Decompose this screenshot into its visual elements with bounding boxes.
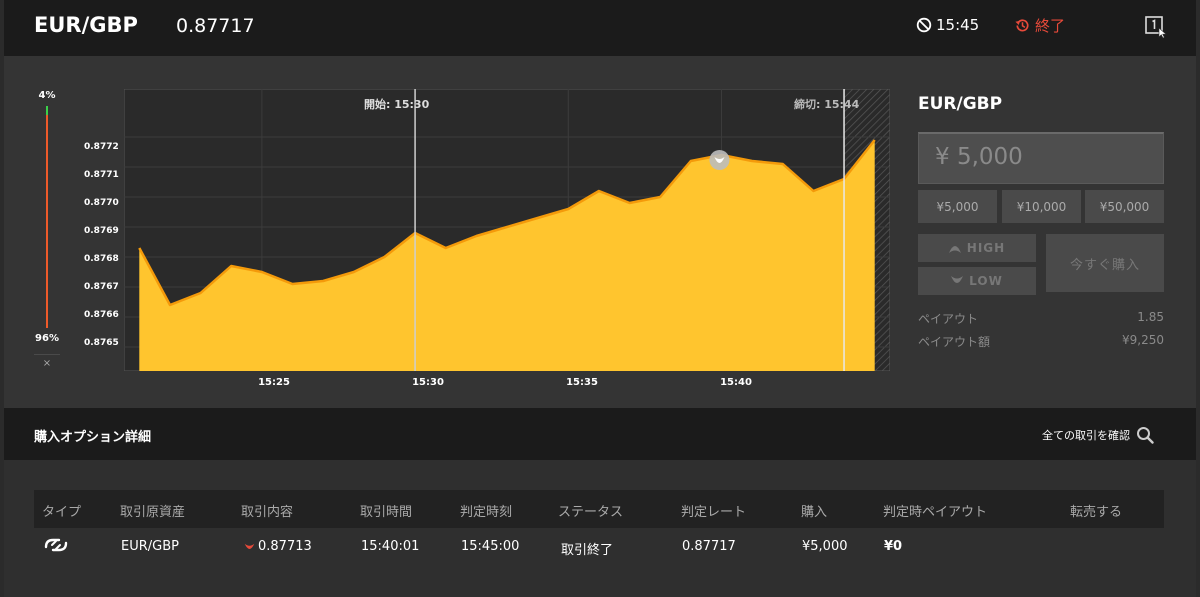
column-header: 判定レート [681,505,747,520]
low-label: LOW [969,274,1003,288]
gauge-low-bar [46,115,48,328]
payout-row: ペイアウト 1.85 [918,310,1164,327]
y-tick-label: 0.8769 [84,226,119,236]
down-arrow-icon [951,276,964,283]
column-header: 転売する [1070,505,1123,520]
preset-5000-button[interactable]: ¥5,000 [918,190,997,223]
row-trade-time: 15:40:01 [361,539,420,554]
price-area [139,140,875,371]
x-tick-label: 15:40 [720,377,752,388]
x-tick-label: 15:35 [566,377,598,388]
column-header: 取引内容 [241,505,294,520]
y-tick-label: 0.8770 [84,198,119,208]
row-judge-rate: 0.87717 [682,539,736,554]
payout-amount-value: ¥9,250 [1122,333,1164,347]
price-chart[interactable] [124,89,890,371]
ended-label: 終了 [1035,17,1066,35]
payout-label: ペイアウト [918,312,979,326]
low-button[interactable]: LOW [918,267,1036,295]
column-header: 取引時間 [360,505,413,520]
start-time-label: 開始: 15:30 [364,98,430,111]
row-status: 取引終了 [561,543,614,558]
column-header: 判定時刻 [460,505,513,520]
gauge-low-percent: 96% [35,333,59,344]
column-header: 取引原資産 [120,505,186,520]
chart-panel: 4% 96% × 0.8772 0.8771 0.8770 0.8769 0.8… [4,56,1196,408]
column-header: 判定時ペイアウト [883,505,988,520]
details-title: 購入オプション詳細 [34,430,152,445]
y-tick-label: 0.8771 [84,170,119,180]
high-label: HIGH [966,241,1006,255]
current-rate: 0.87717 [176,15,255,37]
trade-table: タイプ 取引原資産 取引内容 取引時間 判定時刻 ステータス 判定レート 購入 … [4,460,1196,597]
buy-now-button[interactable]: 今すぐ購入 [1046,234,1164,292]
ended-link[interactable]: 終了 [1014,15,1065,36]
preset-10000-button[interactable]: ¥10,000 [1002,190,1081,223]
payout-value: 1.85 [1137,310,1164,324]
y-tick-label: 0.8765 [84,338,119,348]
low-direction-icon [244,543,255,549]
view-all-trades-link[interactable]: 全ての取引を確認 [1042,426,1154,444]
gauge-high-bar [46,106,48,115]
column-header: ステータス [558,505,624,520]
y-tick-label: 0.8766 [84,310,119,320]
sentiment-gauge: 4% 96% × [34,90,60,372]
no-entry-icon [916,17,932,33]
amount-input[interactable]: ¥ 5,000 [918,132,1164,184]
top-bar: EUR/GBP 0.87717 15:45 終了 [4,0,1196,56]
table-header: タイプ 取引原資産 取引内容 取引時間 判定時刻 ステータス 判定レート 購入 … [34,490,1164,528]
up-arrow-icon [948,246,961,253]
search-icon [1137,427,1154,444]
payout-amount-label: ペイアウト額 [918,335,991,349]
entry-low-arrow [714,157,725,163]
y-tick-label: 0.8767 [84,282,119,292]
row-content-rate: 0.87713 [258,539,312,554]
price-line [138,139,876,307]
expiry-time-text: 15:45 [936,16,980,34]
expiry-time: 15:45 [916,16,979,34]
y-tick-label: 0.8768 [84,254,119,264]
column-header: 購入 [801,505,828,520]
preset-50000-button[interactable]: ¥50,000 [1085,190,1164,223]
x-tick-label: 15:30 [412,377,444,388]
trade-panel-title: EUR/GBP [918,94,1003,114]
high-button[interactable]: HIGH [918,234,1036,262]
column-header: タイプ [42,505,82,520]
details-header: 購入オプション詳細 全ての取引を確認 [4,408,1196,460]
exchange-icon [44,538,68,552]
row-content: 0.87713 [244,539,312,554]
row-payout: ¥0 [884,539,903,554]
app-frame: EUR/GBP 0.87717 15:45 終了 4% [4,0,1196,597]
history-icon [1015,19,1029,32]
view-all-trades-label: 全ての取引を確認 [1042,429,1130,442]
row-judge-time: 15:45:00 [461,539,520,554]
pair-title: EUR/GBP [34,13,138,37]
y-tick-label: 0.8772 [84,142,119,152]
deadline-label: 締切: 15:44 [794,98,860,111]
gauge-high-percent: 4% [38,90,56,101]
payout-amount-row: ペイアウト額 ¥9,250 [918,333,1164,350]
layout-icon[interactable] [1144,15,1168,39]
x-tick-label: 15:25 [258,377,290,388]
gauge-close-button[interactable]: × [34,354,60,369]
row-purchase: ¥5,000 [802,539,848,554]
row-asset: EUR/GBP [121,539,179,554]
